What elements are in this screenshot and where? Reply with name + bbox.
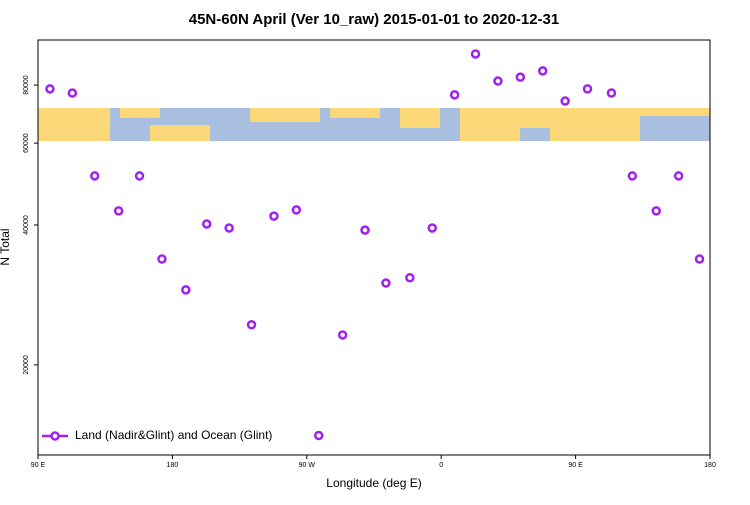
y-tick-label: 40000	[23, 215, 30, 235]
map-band	[38, 108, 710, 141]
point	[113, 206, 124, 216]
point	[269, 211, 279, 221]
point	[201, 219, 212, 229]
x-tick-label: 90 W	[299, 462, 316, 469]
point	[157, 254, 167, 264]
point	[515, 72, 526, 82]
plot-frame	[37, 39, 711, 456]
x-tick-label: 180	[167, 462, 179, 469]
point	[493, 76, 503, 86]
point	[45, 84, 55, 94]
point	[181, 285, 191, 295]
point	[381, 278, 391, 288]
legend-marker	[50, 431, 60, 441]
point	[360, 225, 370, 235]
point	[673, 171, 684, 181]
point	[582, 84, 593, 94]
point	[427, 223, 437, 233]
point	[89, 171, 100, 181]
y-tick-label: 80000	[23, 75, 30, 95]
point	[651, 206, 661, 216]
y-tick-label: 60000	[23, 133, 30, 153]
x-tick-label: 180	[704, 462, 716, 469]
point	[694, 254, 705, 264]
point	[560, 96, 570, 106]
point	[313, 430, 324, 441]
x-tick-label: 0	[439, 462, 443, 469]
point	[337, 330, 348, 340]
point	[470, 49, 481, 59]
point	[405, 272, 415, 283]
x-tick-label: 90 E	[31, 462, 46, 469]
x-tick-label: 90 E	[568, 462, 583, 469]
y-tick-label: 20000	[23, 355, 30, 375]
point	[291, 205, 302, 215]
chart-title: 45N-60N April (Ver 10_raw) 2015-01-01 to…	[189, 11, 559, 28]
point	[606, 88, 617, 98]
point	[537, 66, 548, 76]
x-axis-label: Longitude (deg E)	[326, 476, 421, 490]
legend-label: Land (Nadir&Glint) and Ocean (Glint)	[75, 428, 272, 442]
point	[449, 90, 460, 100]
point	[134, 171, 145, 181]
point	[627, 171, 638, 181]
point	[224, 223, 234, 233]
y-axis-label: N Total	[0, 228, 12, 265]
point	[67, 88, 78, 98]
point	[246, 320, 257, 330]
